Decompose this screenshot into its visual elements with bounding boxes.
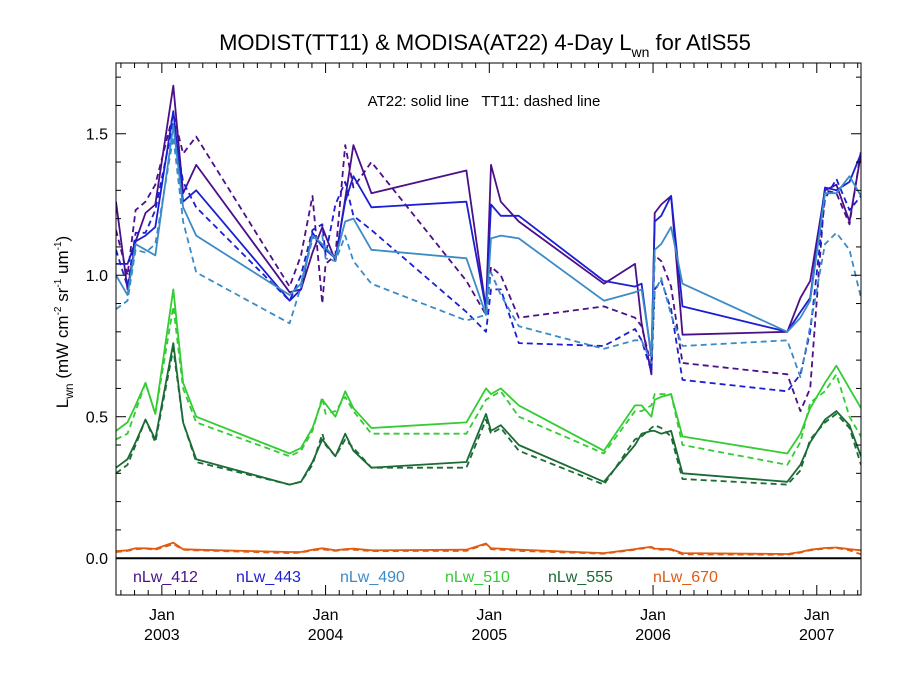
chart-title-tail: for AtlS55	[649, 30, 751, 55]
series-layer	[116, 84, 861, 556]
y-tick-label: 0.0	[86, 551, 108, 568]
series-line-nlw-670-dashed	[116, 543, 861, 556]
series-line-nlw-555-dashed	[116, 347, 861, 486]
y-label-um: um	[53, 250, 72, 278]
y-label-main: L	[53, 399, 72, 408]
y-axis-label: Lwn (mW cm-2 sr-1 um-1)	[53, 236, 76, 408]
y-tick-label: 1.0	[86, 268, 108, 285]
series-line-nlw-490-dashed	[116, 135, 861, 379]
line-style-annotation: AT22: solid line TT11: dashed line	[368, 93, 601, 110]
legend-item-nlw-510: nLw_510	[445, 569, 510, 586]
x-tick-month-label: Jan	[804, 607, 830, 624]
x-tick-year-label: 2006	[635, 627, 671, 644]
x-tick-month-label: Jan	[149, 607, 175, 624]
y-label-sup-3: -1	[53, 241, 64, 250]
y-label-subscript: wn	[62, 383, 76, 399]
legend: nLw_412 nLw_443 nLw_490 nLw_510 nLw_555 nLw_6…	[133, 569, 718, 586]
x-axis: Jan 2003 Jan 2004 Jan 2005 Jan 2006 Jan 2007	[120, 63, 859, 644]
legend-item-nlw-490: nLw_490	[340, 569, 405, 586]
series-line-nlw-670-solid	[116, 541, 861, 555]
chart-title: MODIST(TT11) & MODISA(AT22) 4-Day Lwn fo…	[219, 30, 751, 60]
series-line-nlw-510-dashed	[116, 305, 861, 466]
y-label-sup-1: -2	[53, 306, 64, 315]
legend-item-nlw-670: nLw_670	[653, 569, 718, 586]
x-tick-month-label: Jan	[476, 607, 502, 624]
x-tick-month-label: Jan	[313, 607, 339, 624]
y-label-units: (mW cm	[53, 315, 72, 383]
x-tick-month-label: Jan	[640, 607, 666, 624]
series-line-nlw-490-solid	[116, 124, 861, 356]
y-label-sup-2: -1	[53, 278, 64, 287]
chart-title-main: MODIST(TT11) & MODISA(AT22) 4-Day L	[219, 30, 631, 55]
x-tick-year-label: 2004	[308, 627, 344, 644]
series-line-nlw-412-dashed	[116, 113, 861, 413]
plot-frame	[115, 62, 862, 596]
series-line-nlw-555-solid	[116, 342, 861, 486]
legend-item-nlw-443: nLw_443	[236, 569, 301, 586]
y-label-close: )	[53, 236, 72, 242]
y-label-sr: sr	[53, 287, 72, 306]
y-axis: 0.0 0.5 1.0 1.5	[86, 76, 861, 568]
y-tick-label: 0.5	[86, 410, 108, 427]
legend-item-nlw-555: nLw_555	[548, 569, 613, 586]
x-tick-year-label: 2007	[799, 627, 835, 644]
chart-title-subscript: wn	[630, 44, 649, 60]
x-tick-year-label: 2005	[472, 627, 508, 644]
y-tick-label: 1.5	[86, 127, 108, 144]
legend-item-nlw-412: nLw_412	[133, 569, 198, 586]
x-tick-year-label: 2003	[144, 627, 180, 644]
series-line-nlw-510-solid	[116, 288, 861, 455]
series-line-nlw-443-dashed	[116, 121, 861, 393]
series-line-nlw-412-solid	[116, 84, 861, 376]
